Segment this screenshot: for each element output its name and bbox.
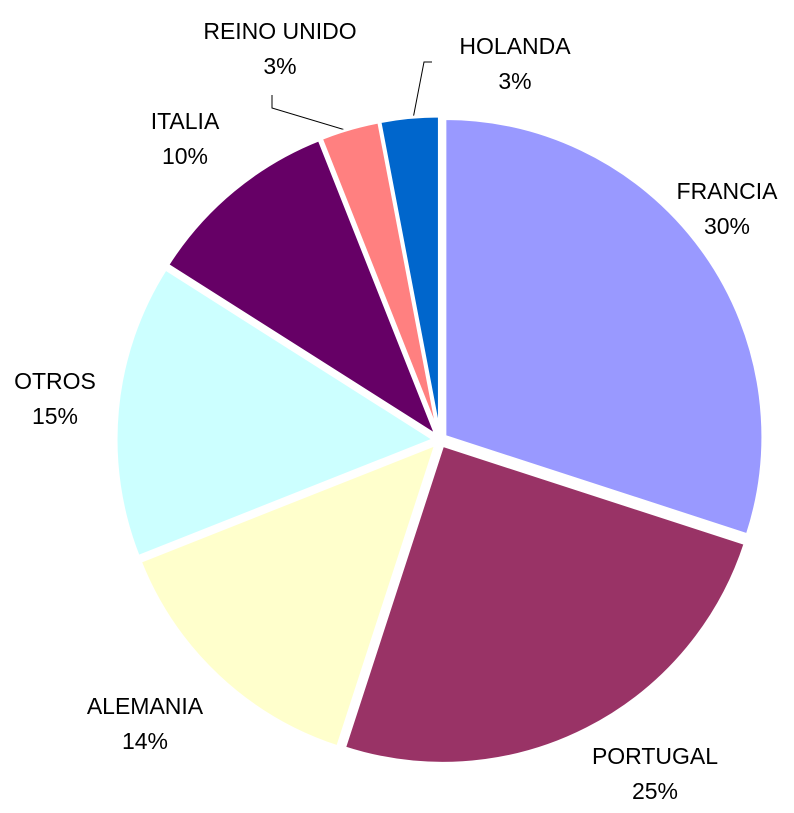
pie-slice (378, 114, 441, 435)
slice-label: FRANCIA (677, 178, 779, 204)
pie-slice (165, 137, 440, 440)
slice-value-label: 10% (162, 143, 208, 169)
slice-value-label: 3% (498, 68, 531, 94)
pie-slice (114, 266, 438, 559)
leader-line (411, 61, 432, 125)
slice-label: HOLANDA (459, 33, 571, 59)
slice-value-label: 15% (32, 403, 78, 429)
leader-line (271, 95, 353, 133)
slice-label: OTROS (14, 368, 96, 394)
slice-value-label: 30% (704, 213, 750, 239)
slice-value-label: 3% (263, 53, 296, 79)
pie-slice (342, 443, 748, 765)
pie-slice (138, 441, 439, 749)
slice-label: ITALIA (151, 108, 220, 134)
slice-label: PORTUGAL (592, 743, 718, 769)
slice-value-label: 25% (632, 778, 678, 804)
slice-label: REINO UNIDO (203, 18, 356, 44)
slice-value-label: 14% (122, 728, 168, 754)
pie-slice (443, 116, 765, 537)
slice-label: ALEMANIA (87, 693, 204, 719)
